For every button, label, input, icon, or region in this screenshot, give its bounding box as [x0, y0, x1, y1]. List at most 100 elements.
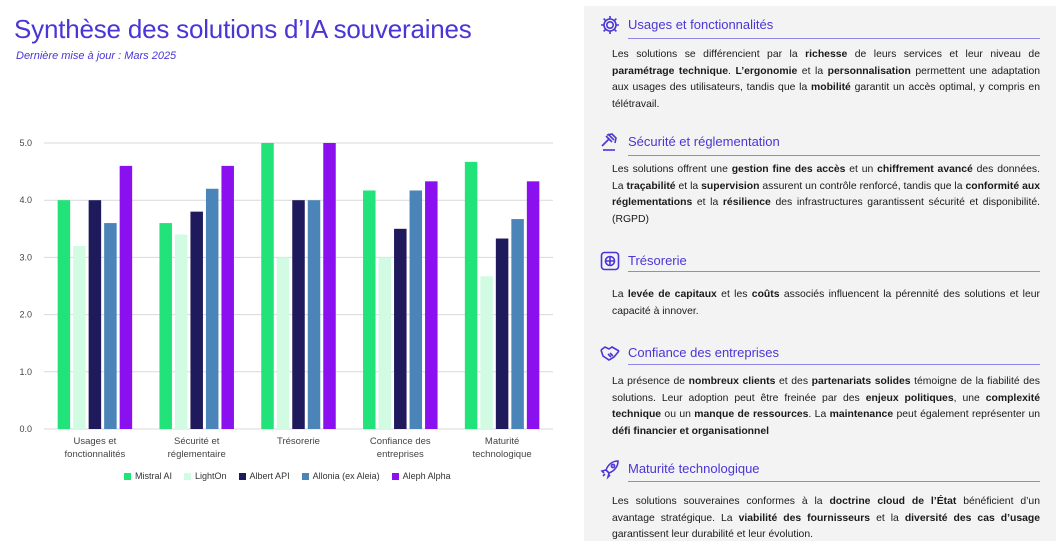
body-text: , une	[953, 392, 986, 404]
legend-label: Aleph Alpha	[402, 471, 451, 481]
legend-swatch	[238, 472, 246, 480]
body-emphasis: paramétrage technique	[612, 65, 728, 77]
y-tick-label: 5.0	[19, 138, 32, 148]
body-emphasis: traçabilité	[626, 180, 676, 192]
body-text: garantit un accès optimal, y compris en …	[612, 82, 1040, 110]
x-tick-label: réglementaire	[168, 449, 226, 460]
x-tick-label: entreprises	[377, 449, 424, 460]
legend-swatch	[184, 472, 192, 480]
legend-item: LightOn	[184, 471, 227, 481]
bar-mistral-ai	[159, 223, 172, 429]
body-emphasis: mobilité	[811, 82, 851, 93]
section-title-usages: Usages et fonctionnalités	[628, 17, 774, 32]
legend-label: LightOn	[195, 471, 227, 481]
x-tick-label: Usages et	[74, 436, 117, 447]
bar-albert-api	[292, 200, 305, 429]
bar-lighton	[276, 257, 290, 429]
body-text: Les solutions offrent une	[612, 164, 732, 175]
chart-legend: Mistral AI LightOn Albert API Allonia (ex A…	[124, 471, 451, 481]
body-emphasis: richesse	[805, 49, 848, 60]
section-body-usages: Les solutions se différencient par la ri…	[612, 47, 1040, 113]
legend-swatch	[391, 472, 399, 480]
section-title-confiance: Confiance des entreprises	[628, 345, 780, 360]
legend-label: Mistral AI	[135, 471, 173, 481]
body-emphasis: résilience	[722, 197, 771, 208]
section-usages: Usages et fonctionnalités Les solutions …	[584, 14, 1056, 114]
legend-swatch	[301, 472, 309, 480]
section-body-confiance: La présence de nombreux clients et des p…	[612, 374, 1040, 440]
bar-mistral-ai	[57, 200, 71, 429]
body-text: et les	[716, 289, 752, 300]
y-tick-label: 4.0	[19, 195, 32, 205]
section-confiance: Confiance des entreprises La présence de…	[584, 342, 1056, 442]
body-text: et la	[870, 512, 905, 524]
body-emphasis: diversité des cas d’usage	[904, 512, 1041, 524]
body-text: et la	[797, 65, 828, 77]
body-emphasis: supervision	[701, 180, 760, 192]
body-emphasis: complexité technique	[612, 392, 1041, 421]
bar-albert-api	[394, 228, 407, 429]
legend-label: Allonia (ex Aleia)	[312, 471, 380, 481]
body-text: de leurs services et leur niveau de	[847, 49, 1040, 60]
section-tresorerie: Trésorerie La levée de capitaux et les c…	[584, 250, 1056, 330]
body-emphasis: enjeux politiques	[865, 392, 954, 404]
bar-lighton	[73, 245, 86, 429]
bar-lighton	[174, 234, 188, 429]
bar-lighton	[480, 276, 493, 429]
body-text: permettent une adaptation aux usages des…	[612, 65, 1040, 94]
y-tick-label: 3.0	[19, 252, 32, 262]
body-emphasis: L’ergonomie	[735, 65, 798, 77]
body-text: témoigne de la fiabilité des solutions. …	[612, 376, 1040, 404]
body-emphasis: conformité aux réglementations	[612, 180, 1040, 209]
body-text: Les solutions souveraines conformes à la	[612, 496, 830, 507]
bar-aleph-alpha	[526, 181, 540, 429]
body-text: Les solutions se différencient par la	[612, 49, 806, 60]
body-text: La	[612, 289, 628, 300]
handshake-icon	[598, 342, 622, 364]
x-tick-label: Trésorerie	[277, 436, 320, 447]
body-emphasis: nombreux clients	[688, 376, 776, 387]
bar-aleph-alpha	[221, 165, 234, 429]
body-text: .	[728, 65, 736, 77]
safe-icon	[598, 250, 622, 272]
x-tick-label: Maturité	[485, 436, 519, 447]
section-divider	[628, 155, 1040, 156]
bar-allonia-ex-aleia-	[307, 200, 321, 429]
bar-allonia-ex-aleia-	[511, 219, 524, 429]
bar-aleph-alpha	[323, 143, 336, 429]
section-divider	[628, 364, 1040, 365]
x-tick-label: Confiance des	[370, 436, 431, 447]
legend-item: Aleph Alpha	[391, 471, 451, 481]
body-text: associés influencent la pérennité des so…	[612, 289, 1041, 317]
bar-allonia-ex-aleia-	[104, 223, 117, 429]
body-text: garantissent leur durabilité et leur évo…	[612, 529, 814, 540]
body-text: peut également représenter un	[893, 409, 1040, 420]
body-emphasis: partenariats solides	[811, 376, 911, 387]
section-title-securite: Sécurité et réglementation	[628, 134, 780, 149]
y-tick-label: 1.0	[19, 367, 32, 377]
bar-mistral-ai	[261, 143, 274, 429]
body-text: La présence de	[612, 376, 689, 387]
body-emphasis: maintenance	[829, 409, 894, 420]
section-body-securite: Les solutions offrent une gestion fine d…	[612, 162, 1040, 228]
criteria-panel: Usages et fonctionnalités Les solutions …	[584, 6, 1056, 541]
body-text: et un	[845, 164, 878, 175]
y-tick-label: 2.0	[19, 310, 32, 320]
gavel-icon	[598, 131, 622, 153]
section-title-tresorerie: Trésorerie	[628, 253, 687, 268]
legend-label: Albert API	[249, 471, 290, 481]
body-emphasis: manque de ressources	[694, 409, 809, 420]
body-emphasis: chiffrement avancé	[877, 164, 973, 175]
legend-item: Allonia (ex Aleia)	[301, 471, 380, 481]
x-tick-label: fonctionnalités	[65, 449, 126, 460]
bar-chart: 0.0 1.0 2.0 3.0 4.0 5.0 Usages et fonctionnalit…	[19, 138, 553, 460]
bar-lighton	[378, 257, 392, 429]
body-emphasis: gestion fine des accès	[731, 164, 846, 175]
legend-swatch	[124, 472, 131, 480]
section-securite: Sécurité et réglementation Les solutions…	[584, 131, 1056, 231]
legend-item: Mistral AI	[124, 471, 172, 481]
rocket-icon	[598, 458, 622, 480]
body-text: des données. La	[612, 164, 1040, 192]
body-emphasis: viabilité des fournisseurs	[738, 512, 871, 524]
x-tick-label: Sécurité et	[174, 436, 220, 447]
